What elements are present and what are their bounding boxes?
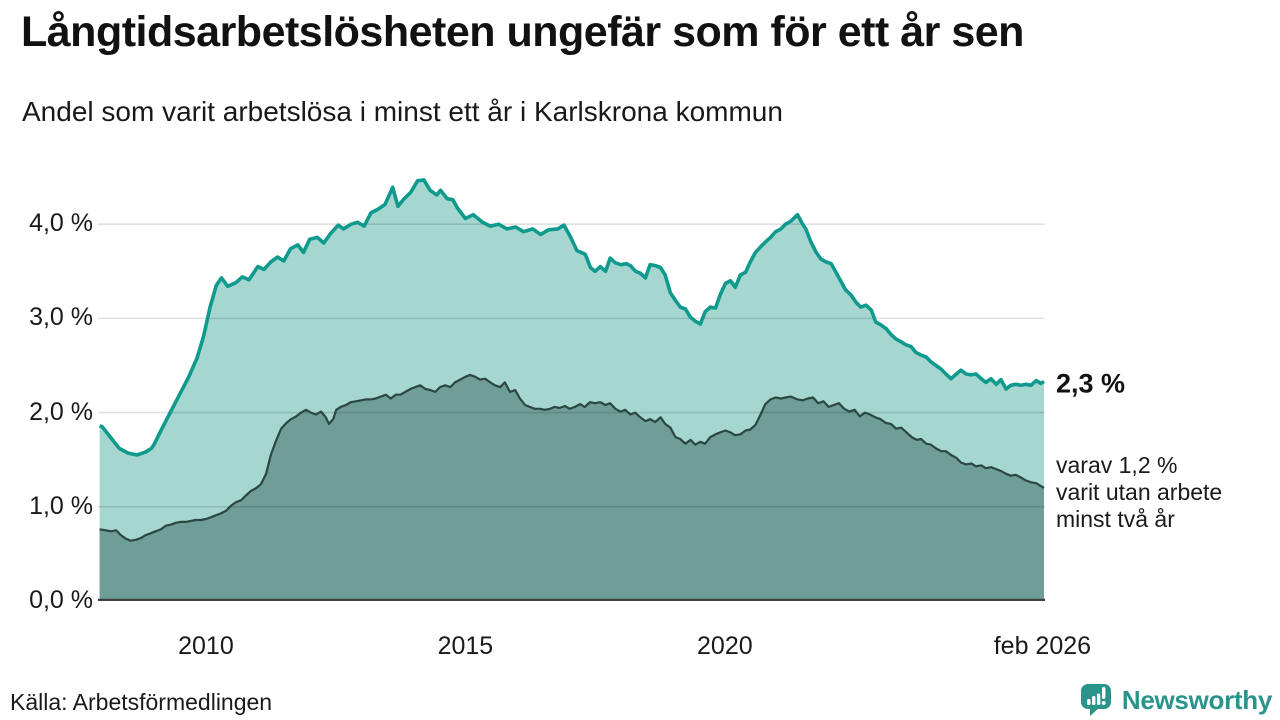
chart-subtitle: Andel som varit arbetslösa i minst ett å… xyxy=(22,96,783,127)
series-fill xyxy=(99,374,1045,601)
y-tick-label: 3,0 % xyxy=(29,303,93,332)
area-chart-svg xyxy=(98,178,1045,602)
end-value-label: 2,3 % xyxy=(1056,368,1126,399)
x-tick-label: 2010 xyxy=(178,632,234,660)
newsworthy-logo: Newsworthy xyxy=(1078,683,1272,717)
series-line xyxy=(99,373,1045,542)
x-tick-label: feb 2026 xyxy=(993,632,1092,660)
series-line xyxy=(99,178,1045,457)
source-note: Källa: Arbetsförmedlingen xyxy=(10,689,273,715)
y-tick-label: 2,0 % xyxy=(29,397,93,426)
newsworthy-chart-bubble-icon xyxy=(1078,683,1115,717)
plot-area xyxy=(98,170,1045,602)
x-tick-label: 2020 xyxy=(697,632,753,660)
x-tick-label: 2015 xyxy=(437,632,494,660)
page-title: Långtidsarbetslösheten ungefär som för e… xyxy=(21,8,1024,56)
secondary-value-label: varav 1,2 % varit utan arbete minst två … xyxy=(1056,452,1223,532)
y-tick-label: 1,0 % xyxy=(29,491,93,520)
y-tick-label: 4,0 % xyxy=(29,209,93,238)
newsworthy-wordmark: Newsworthy xyxy=(1121,684,1272,715)
y-tick-label: 0,0 % xyxy=(29,585,93,614)
